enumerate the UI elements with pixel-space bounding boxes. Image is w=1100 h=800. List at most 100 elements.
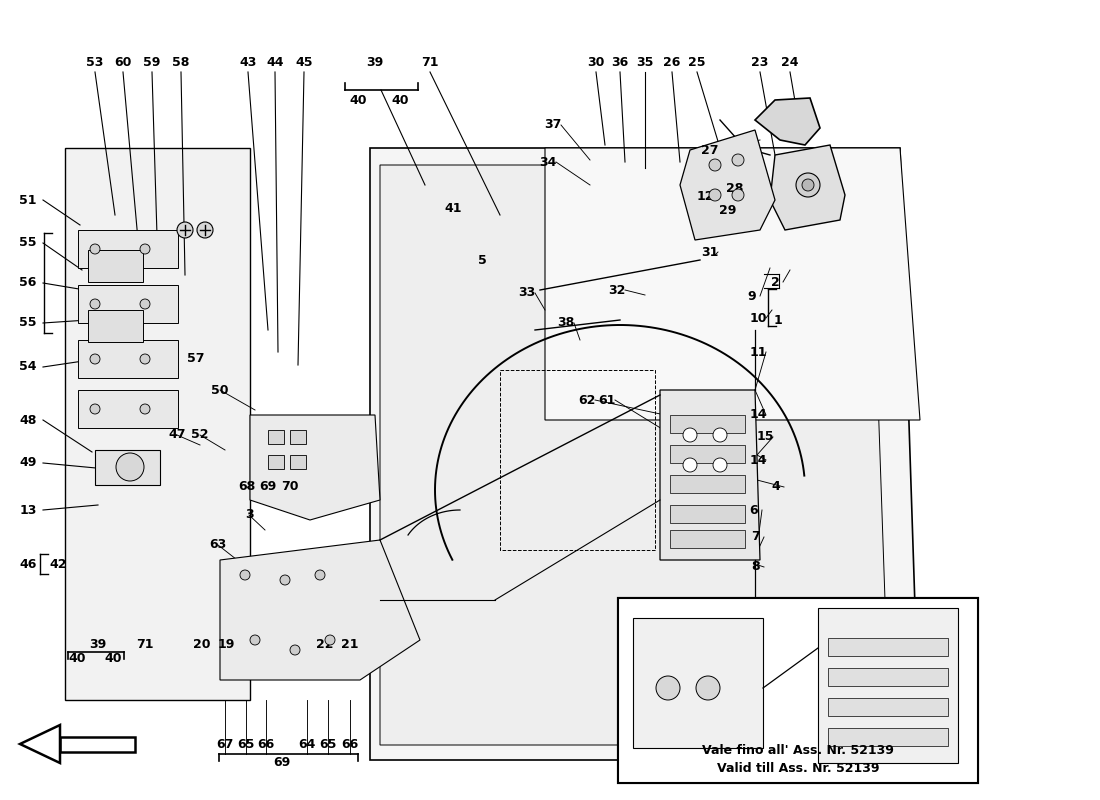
Text: 34: 34 <box>539 155 557 169</box>
Bar <box>828 728 948 746</box>
Text: 8: 8 <box>751 561 760 574</box>
Polygon shape <box>370 148 920 760</box>
Bar <box>828 668 948 686</box>
Text: 35: 35 <box>636 55 653 69</box>
Text: 55: 55 <box>20 237 36 250</box>
Text: 66: 66 <box>257 738 275 751</box>
Circle shape <box>732 154 744 166</box>
Text: 33: 33 <box>518 286 536 299</box>
Circle shape <box>250 635 260 645</box>
Circle shape <box>656 676 680 700</box>
Circle shape <box>140 244 150 254</box>
Bar <box>828 698 948 716</box>
Bar <box>500 370 654 550</box>
Text: 40: 40 <box>68 651 86 665</box>
Text: 64: 64 <box>298 738 316 751</box>
Text: Valid till Ass. Nr. 52139: Valid till Ass. Nr. 52139 <box>717 762 879 775</box>
Bar <box>670 530 745 548</box>
Text: 39: 39 <box>89 638 107 651</box>
Text: 68: 68 <box>239 481 255 494</box>
Text: 51: 51 <box>20 194 36 206</box>
Bar <box>78 390 178 428</box>
Bar <box>670 505 745 523</box>
Text: 55: 55 <box>20 317 36 330</box>
Text: 49: 49 <box>20 457 36 470</box>
Polygon shape <box>60 737 135 752</box>
Circle shape <box>140 404 150 414</box>
Bar <box>618 598 978 783</box>
Text: 19: 19 <box>218 638 234 651</box>
Bar <box>268 430 284 444</box>
Bar <box>78 285 178 323</box>
Circle shape <box>177 222 192 238</box>
Text: 4: 4 <box>771 481 780 494</box>
Circle shape <box>713 458 727 472</box>
Text: 26: 26 <box>663 55 681 69</box>
Bar <box>290 430 306 444</box>
Text: 36: 36 <box>612 55 628 69</box>
Circle shape <box>140 354 150 364</box>
Text: 71: 71 <box>421 55 439 69</box>
Polygon shape <box>755 98 820 145</box>
Text: 17: 17 <box>706 603 724 617</box>
Text: 1: 1 <box>773 314 782 326</box>
Circle shape <box>710 159 720 171</box>
Text: 30: 30 <box>587 55 605 69</box>
Polygon shape <box>220 540 420 680</box>
Polygon shape <box>770 145 845 230</box>
Polygon shape <box>65 148 250 700</box>
Text: 2: 2 <box>771 275 780 289</box>
Circle shape <box>90 354 100 364</box>
Polygon shape <box>20 725 60 763</box>
Text: 43: 43 <box>240 55 256 69</box>
Text: 15: 15 <box>757 430 773 443</box>
Text: 29: 29 <box>719 203 737 217</box>
Text: 42: 42 <box>50 558 67 570</box>
Text: 62: 62 <box>579 394 596 406</box>
Circle shape <box>683 428 697 442</box>
Text: 20: 20 <box>194 638 211 651</box>
Text: 61: 61 <box>598 394 616 406</box>
Polygon shape <box>660 390 760 560</box>
Text: 45: 45 <box>295 55 312 69</box>
Bar <box>670 475 745 493</box>
Text: 52: 52 <box>191 429 209 442</box>
Bar <box>670 445 745 463</box>
Text: 7: 7 <box>751 530 760 543</box>
Text: 5: 5 <box>477 254 486 266</box>
Text: 32: 32 <box>608 283 626 297</box>
Text: 38: 38 <box>558 317 574 330</box>
Text: 46: 46 <box>20 558 36 570</box>
Bar <box>818 608 958 763</box>
Polygon shape <box>379 165 890 745</box>
Text: 37: 37 <box>544 118 562 131</box>
Text: 69: 69 <box>260 481 276 494</box>
Circle shape <box>802 179 814 191</box>
Text: 10: 10 <box>749 311 767 325</box>
Text: 25: 25 <box>689 55 706 69</box>
Bar <box>95 450 160 485</box>
Circle shape <box>90 404 100 414</box>
Circle shape <box>90 244 100 254</box>
Text: 31: 31 <box>702 246 718 258</box>
Text: 6: 6 <box>750 503 758 517</box>
Text: 59: 59 <box>143 55 161 69</box>
Text: 9: 9 <box>748 290 757 302</box>
Circle shape <box>90 299 100 309</box>
Text: 40: 40 <box>104 651 122 665</box>
Circle shape <box>197 222 213 238</box>
Bar <box>828 638 948 656</box>
Circle shape <box>116 453 144 481</box>
Text: eurospares: eurospares <box>78 404 411 456</box>
Text: 12: 12 <box>696 190 714 203</box>
Text: eurospares: eurospares <box>463 404 796 456</box>
Bar <box>78 230 178 268</box>
Text: 47: 47 <box>168 429 186 442</box>
Text: 24: 24 <box>781 55 799 69</box>
Bar <box>88 250 143 282</box>
Text: 22: 22 <box>317 638 333 651</box>
Text: 39: 39 <box>366 55 384 69</box>
Text: 3: 3 <box>244 509 253 522</box>
Text: 57: 57 <box>187 351 205 365</box>
Text: 54: 54 <box>20 361 36 374</box>
